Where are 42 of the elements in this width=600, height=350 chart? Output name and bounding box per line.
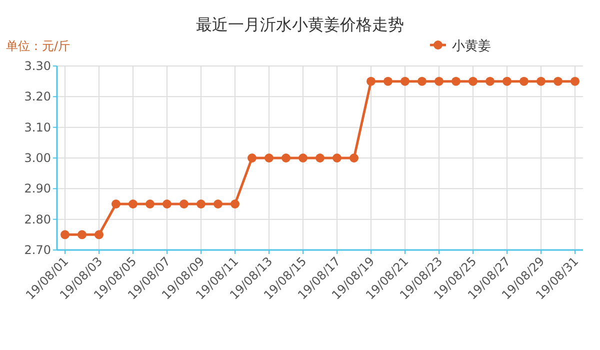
legend-label: 小黄姜 <box>452 38 491 54</box>
point <box>570 76 580 86</box>
chart-title: 最近一月沂水小黄姜价格走势 <box>196 15 404 34</box>
point <box>94 230 104 240</box>
legend: 小黄姜 <box>430 39 491 54</box>
point <box>350 154 358 162</box>
point <box>536 76 546 86</box>
y-tick-label: 3.30 <box>24 59 51 73</box>
point <box>162 200 172 208</box>
point <box>78 230 86 240</box>
y-axis-title: 单位：元/斤 <box>6 39 70 53</box>
y-tick-label: 3.20 <box>24 90 51 104</box>
point <box>332 154 342 162</box>
point <box>60 230 70 240</box>
point <box>502 76 512 86</box>
point <box>366 76 376 86</box>
y-tick-label: 2.80 <box>24 212 51 226</box>
point <box>264 154 274 162</box>
y-tick-label: 2.90 <box>24 182 51 196</box>
y-tick-label: 3.10 <box>24 120 51 134</box>
point <box>112 200 120 208</box>
point <box>230 200 240 208</box>
point <box>452 76 460 86</box>
point <box>146 200 154 208</box>
point <box>214 200 222 208</box>
point <box>400 76 410 86</box>
point <box>180 200 188 208</box>
point <box>316 154 324 162</box>
point <box>554 76 562 86</box>
point <box>248 154 256 162</box>
point <box>196 200 206 208</box>
point <box>486 76 494 86</box>
point <box>282 154 290 162</box>
point <box>418 76 426 86</box>
y-tick-label: 2.70 <box>24 243 51 257</box>
point <box>128 200 138 208</box>
point <box>384 76 392 86</box>
y-tick-label: 3.00 <box>24 151 51 165</box>
point <box>520 76 528 86</box>
point <box>434 76 444 86</box>
point <box>468 76 478 86</box>
point <box>298 154 308 162</box>
